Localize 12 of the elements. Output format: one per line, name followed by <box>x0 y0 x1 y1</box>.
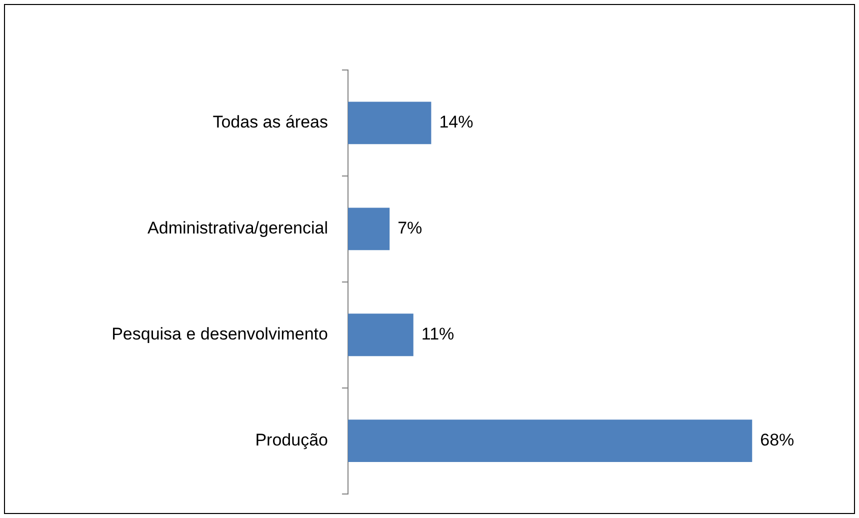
data-label: 7% <box>398 218 422 238</box>
bar <box>348 314 414 356</box>
y-tick-label: Todas as áreas <box>212 112 328 132</box>
bar <box>348 208 390 250</box>
y-tick-label: Administrativa/gerencial <box>148 218 328 238</box>
bar <box>348 420 752 462</box>
y-tick-label: Produção <box>255 430 328 450</box>
data-label: 68% <box>760 430 794 450</box>
y-tick-label: Pesquisa e desenvolvimento <box>112 324 328 344</box>
bar <box>348 102 432 144</box>
data-label: 14% <box>439 112 474 132</box>
data-label: 11% <box>421 324 454 344</box>
